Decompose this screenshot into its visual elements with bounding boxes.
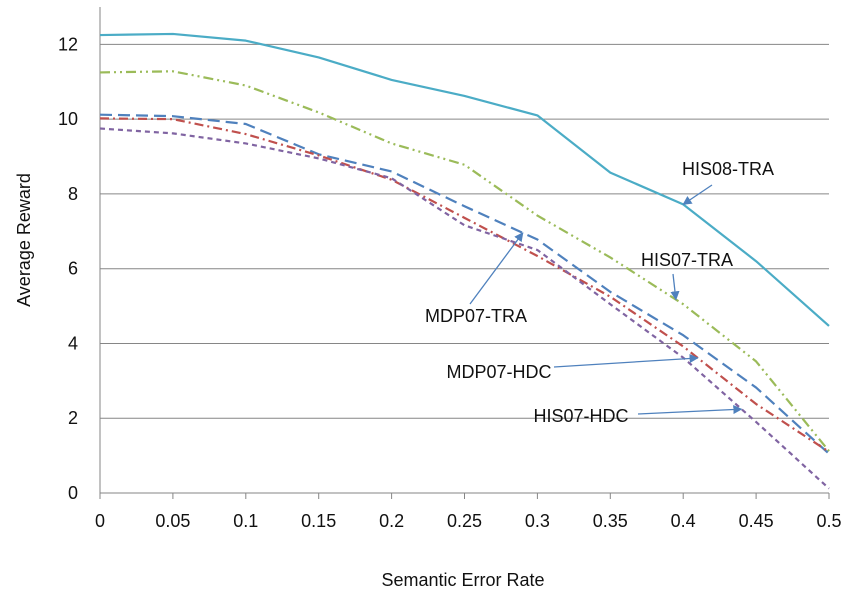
y-tick-label: 6 — [68, 259, 78, 279]
series-line-mdp07-tra — [99, 113, 830, 455]
y-axis-title: Average Reward — [14, 173, 34, 307]
x-tick-label: 0.3 — [525, 511, 550, 531]
y-tick-label: 0 — [68, 483, 78, 503]
series-line-his07-tra — [99, 70, 830, 452]
x-tick-label: 0.4 — [671, 511, 696, 531]
y-tick-label: 4 — [68, 333, 78, 353]
axes: 0 2 4 6 8 10 12 0 0.05 0.1 0.15 0.2 0.25 0.3 0.35 0.4 0.… — [58, 7, 842, 531]
annotation-arrow — [469, 232, 524, 305]
x-axis-title: Semantic Error Rate — [381, 570, 544, 590]
annotation-arrow — [670, 273, 680, 301]
annotations: HIS08-TRA HIS07-TRA MDP07-TRA MDP07-HDC HIS0… — [425, 159, 774, 426]
y-tick-label: 2 — [68, 408, 78, 428]
x-tick-label: 0.35 — [593, 511, 628, 531]
gridlines — [100, 43, 829, 419]
x-tick-label: 0.2 — [379, 511, 404, 531]
x-tick-label: 0.05 — [155, 511, 190, 531]
y-tick-label: 8 — [68, 184, 78, 204]
annotation-arrow — [682, 184, 713, 205]
x-tick-label: 0.5 — [816, 511, 841, 531]
y-tick-label: 10 — [58, 109, 78, 129]
x-tick-label: 0.25 — [447, 511, 482, 531]
annotation-arrow — [553, 353, 699, 368]
x-tick-label: 0 — [95, 511, 105, 531]
x-tick-label: 0.45 — [739, 511, 774, 531]
annotation-label: HIS07-HDC — [533, 406, 628, 426]
annotation-label: MDP07-TRA — [425, 306, 527, 326]
annotation-arrow — [637, 404, 743, 415]
annotation-label: HIS08-TRA — [682, 159, 774, 179]
series-lines — [99, 32, 830, 490]
series-line-his08-tra — [99, 32, 830, 327]
y-tick-label: 12 — [58, 34, 78, 54]
x-tick-label: 0.1 — [233, 511, 258, 531]
annotation-label: MDP07-HDC — [446, 362, 551, 382]
series-line-mdp07-hdc — [99, 117, 830, 453]
annotation-label: HIS07-TRA — [641, 250, 733, 270]
x-tick-label: 0.15 — [301, 511, 336, 531]
